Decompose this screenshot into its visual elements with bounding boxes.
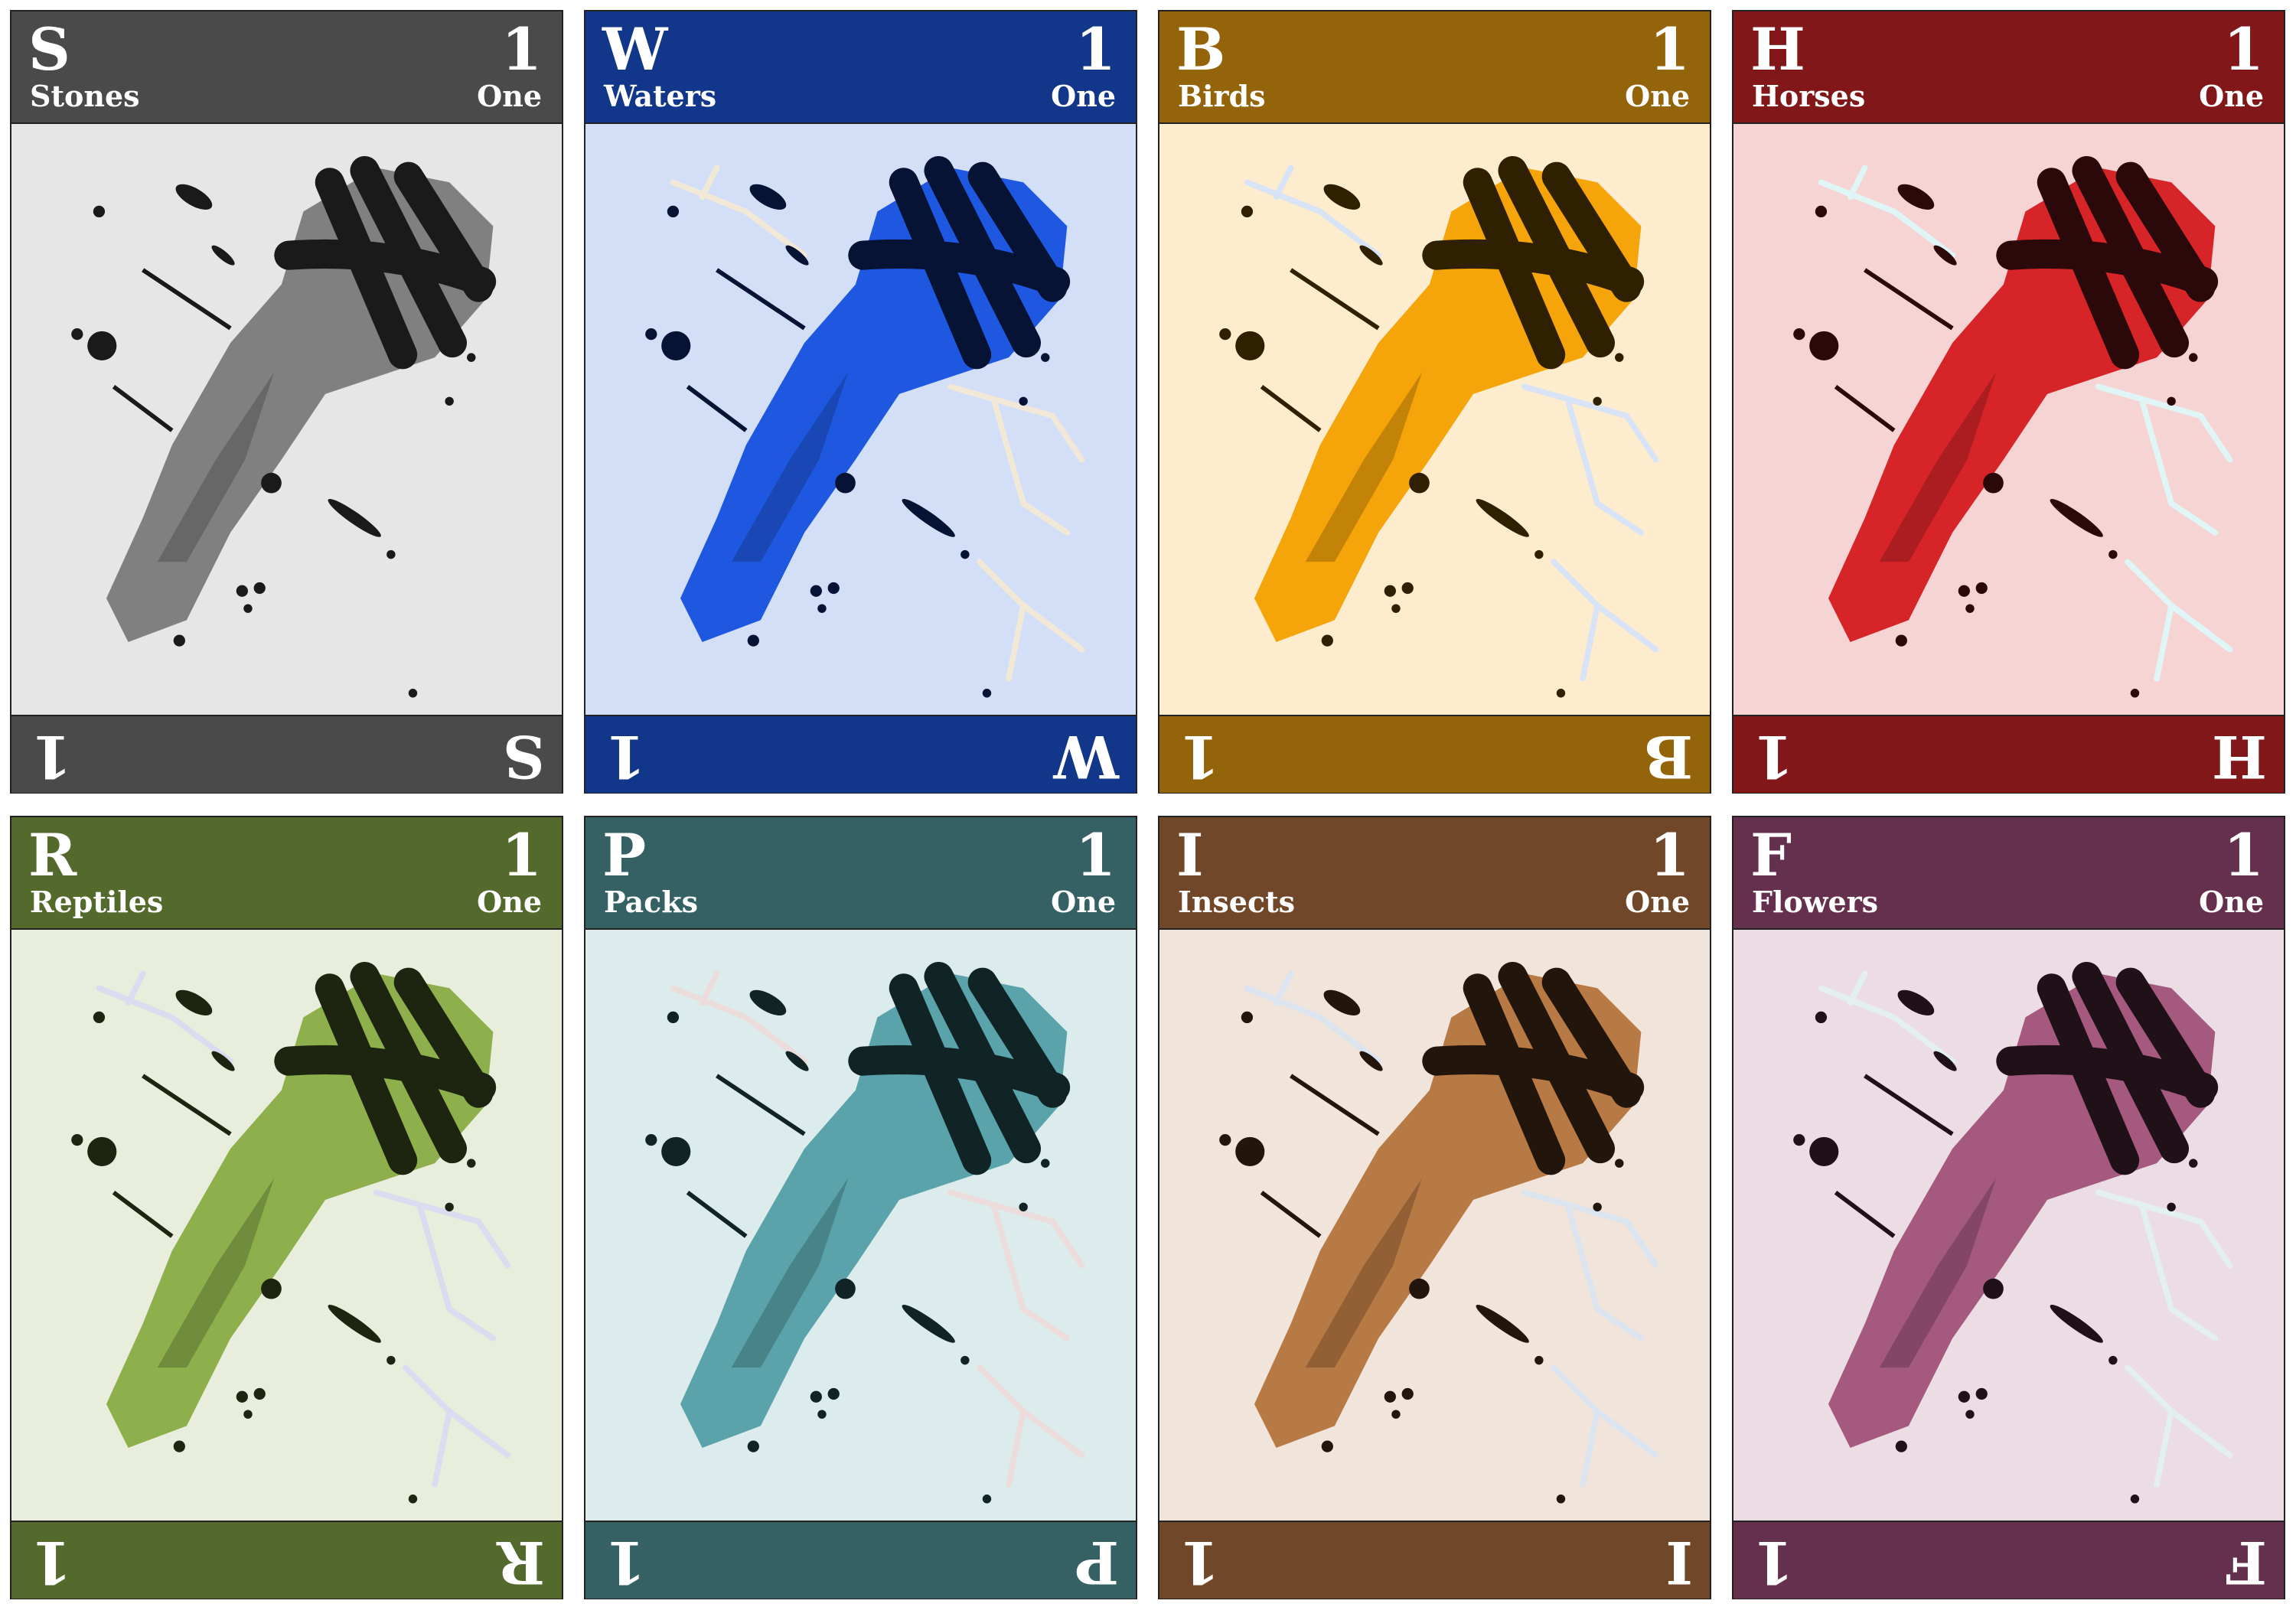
card-art-area xyxy=(585,928,1136,1523)
card-art-area xyxy=(1733,122,2284,717)
card-letter: P xyxy=(602,821,647,889)
card-number: 1 xyxy=(1075,821,1116,889)
card-art-area xyxy=(1733,928,2284,1523)
card-header: W 1 Waters One xyxy=(585,11,1136,122)
card-name: Stones xyxy=(30,79,140,113)
card-name: Reptiles xyxy=(30,885,164,919)
card-number: 1 xyxy=(2223,821,2264,889)
card-letter-inverted: S xyxy=(503,722,545,791)
card-number: 1 xyxy=(1075,15,1116,83)
card-art-area xyxy=(1159,122,1710,717)
card-number-inverted: 1 xyxy=(605,722,646,791)
card-name: Packs xyxy=(604,885,699,919)
card-art xyxy=(645,961,1085,1504)
card-number: 1 xyxy=(2223,15,2264,83)
card-letter: S xyxy=(28,15,70,83)
card-letter-inverted: R xyxy=(496,1528,545,1597)
card-header: I 1 Insects One xyxy=(1159,817,1710,928)
card-header: H 1 Horses One xyxy=(1733,11,2284,122)
card-name: Insects xyxy=(1178,885,1296,919)
card-number-word: One xyxy=(2199,885,2264,919)
card-number: 1 xyxy=(1649,821,1690,889)
card-number-inverted: 1 xyxy=(1753,722,1794,791)
card-letter: H xyxy=(1750,15,1805,83)
card-letter: B xyxy=(1176,15,1226,83)
card-art xyxy=(1219,961,1659,1504)
card-letter-inverted: P xyxy=(1075,1528,1119,1597)
card-number-word: One xyxy=(2199,79,2264,113)
card-art-area xyxy=(585,122,1136,717)
card-letter-inverted: F xyxy=(2226,1528,2267,1597)
card-art xyxy=(71,961,511,1504)
card-number-word: One xyxy=(477,79,542,113)
card-header: S 1 Stones One xyxy=(11,11,562,122)
card-number-word: One xyxy=(1051,885,1116,919)
card-number-inverted: 1 xyxy=(31,722,72,791)
card-name: Flowers xyxy=(1752,885,1879,919)
card-name: Birds xyxy=(1178,79,1266,113)
card-art xyxy=(1219,155,1659,698)
card-name: Horses xyxy=(1752,79,1866,113)
card-letter: W xyxy=(602,15,668,83)
card-number-word: One xyxy=(1625,885,1690,919)
card-number: 1 xyxy=(1649,15,1690,83)
card-letter-inverted: W xyxy=(1053,722,1119,791)
card-number-inverted: 1 xyxy=(1753,1528,1794,1597)
card-art xyxy=(1793,155,2233,698)
card-letter-inverted: H xyxy=(2212,722,2267,791)
card-art-area xyxy=(11,928,562,1523)
card-header: R 1 Reptiles One xyxy=(11,817,562,928)
card-art xyxy=(71,155,511,698)
card-letter-inverted: B xyxy=(1643,722,1693,791)
card-number: 1 xyxy=(501,15,542,83)
card-header: P 1 Packs One xyxy=(585,817,1136,928)
card-number: 1 xyxy=(501,821,542,889)
card-number-inverted: 1 xyxy=(31,1528,72,1597)
card-number-inverted: 1 xyxy=(605,1528,646,1597)
card-number-inverted: 1 xyxy=(1179,1528,1220,1597)
card-number-word: One xyxy=(1051,79,1116,113)
card-letter: R xyxy=(28,821,77,889)
card-name: Waters xyxy=(604,79,717,113)
card-header: B 1 Birds One xyxy=(1159,11,1710,122)
card-number-word: One xyxy=(1625,79,1690,113)
card-art xyxy=(1793,961,2233,1504)
card-letter-inverted: I xyxy=(1665,1528,1693,1597)
card-header: F 1 Flowers One xyxy=(1733,817,2284,928)
card-art-area xyxy=(11,122,562,717)
card-letter: I xyxy=(1176,821,1204,889)
card-letter: F xyxy=(1750,821,1792,889)
card-art-area xyxy=(1159,928,1710,1523)
card-art xyxy=(645,155,1085,698)
card-number-inverted: 1 xyxy=(1179,722,1220,791)
card-number-word: One xyxy=(477,885,542,919)
